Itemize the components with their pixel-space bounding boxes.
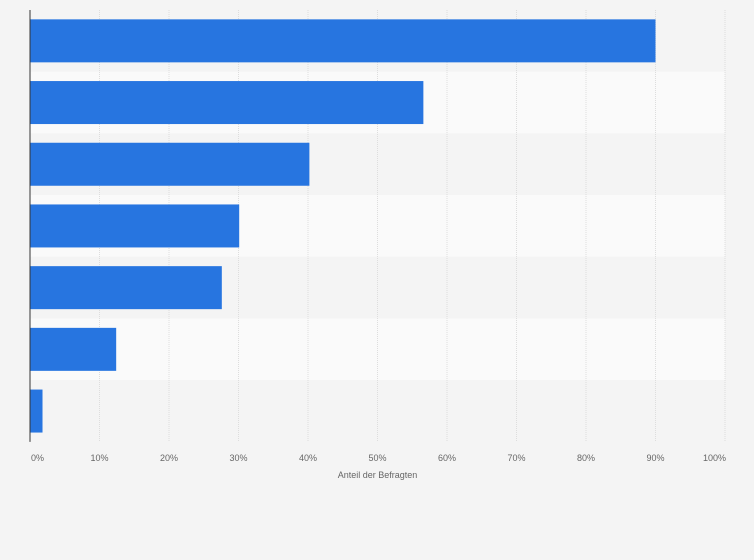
bar[interactable]: [30, 142, 310, 186]
bar[interactable]: [30, 81, 424, 125]
bars: [30, 19, 656, 433]
x-tick-label: 90%: [646, 453, 664, 463]
x-tick-label: 50%: [368, 453, 386, 463]
bar[interactable]: [30, 204, 240, 248]
x-tick-label: 0%: [31, 453, 44, 463]
x-axis-title: Anteil der Befragten: [338, 470, 418, 480]
x-tick-label: 40%: [299, 453, 317, 463]
bar[interactable]: [30, 327, 117, 371]
x-tick-label: 70%: [507, 453, 525, 463]
bar[interactable]: [30, 266, 222, 310]
x-tick-labels: 0% 10% 20% 30% 40% 50% 60% 70% 80% 90% 100%: [31, 453, 726, 463]
x-tick-label: 20%: [160, 453, 178, 463]
x-tick-label: 80%: [577, 453, 595, 463]
x-tick-label: 60%: [438, 453, 456, 463]
x-tick-label: 30%: [229, 453, 247, 463]
x-tick-label: 100%: [703, 453, 726, 463]
bar[interactable]: [30, 389, 43, 433]
bar[interactable]: [30, 19, 656, 63]
x-tick-label: 10%: [90, 453, 108, 463]
